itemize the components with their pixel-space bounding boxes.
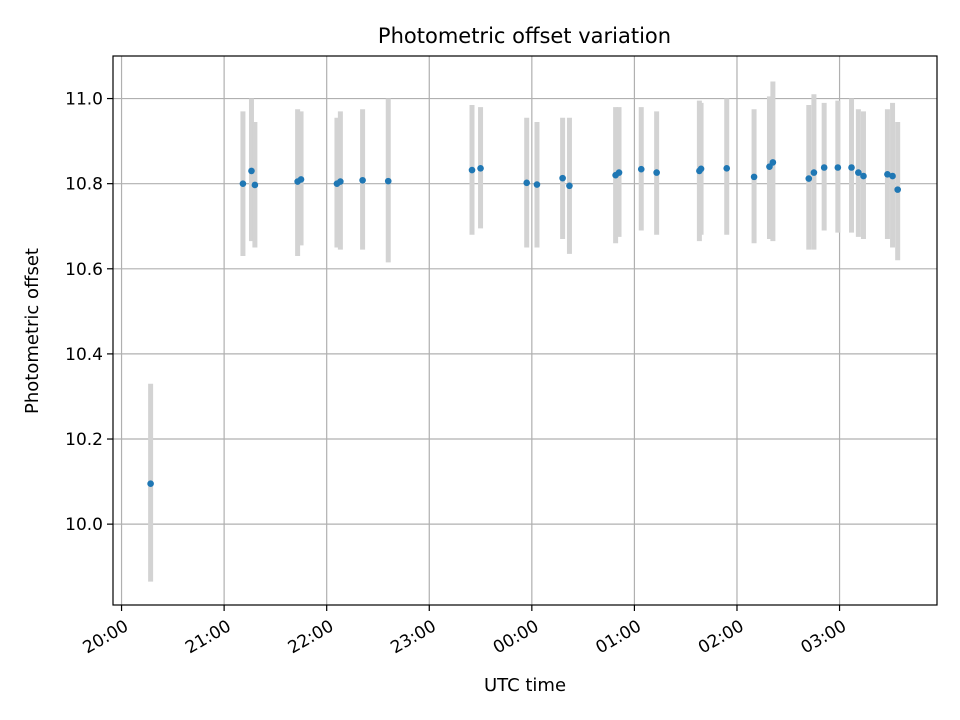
data-point [723,165,731,172]
data-point [248,167,255,175]
data-point [147,480,154,488]
y-tick-label: 10.8 [65,175,103,195]
y-tick-label: 10.0 [65,515,103,535]
data-point [834,164,842,171]
y-tick-label: 11.0 [65,90,103,110]
chart-title: Photometric offset variation [378,24,671,48]
data-point [805,175,813,182]
data-point [855,169,862,176]
x-axis-label: UTC time [484,675,566,696]
y-axis-ticks: 10.0 10.2 10.4 10.6 10.8 11.0 [65,90,113,535]
data-point [653,169,660,176]
data-point [337,178,344,185]
data-point [894,186,901,193]
data-point [533,181,541,188]
data-point [884,171,891,178]
data-point [637,165,645,173]
data-point [477,165,484,172]
data-point [769,159,777,166]
data-point [297,176,305,183]
data-point [566,182,573,190]
plot-frame [112,55,938,606]
data-point [750,173,758,181]
data-point [810,169,818,176]
data-point [860,172,867,180]
y-axis-label: Photometric offset [22,248,43,414]
data-point [251,181,259,189]
y-tick-label: 10.4 [65,345,103,365]
data-point [615,169,623,176]
data-point [468,166,476,174]
data-point [820,164,828,171]
data-point [889,172,896,180]
data-point [523,179,531,187]
data-point [384,177,392,185]
data-point [559,174,566,182]
y-tick-label: 10.2 [65,430,103,450]
data-point [848,164,855,171]
data-points [147,159,901,488]
data-point [697,165,705,173]
data-point [359,176,366,184]
y-tick-label: 10.6 [65,260,103,280]
data-point [239,180,247,187]
